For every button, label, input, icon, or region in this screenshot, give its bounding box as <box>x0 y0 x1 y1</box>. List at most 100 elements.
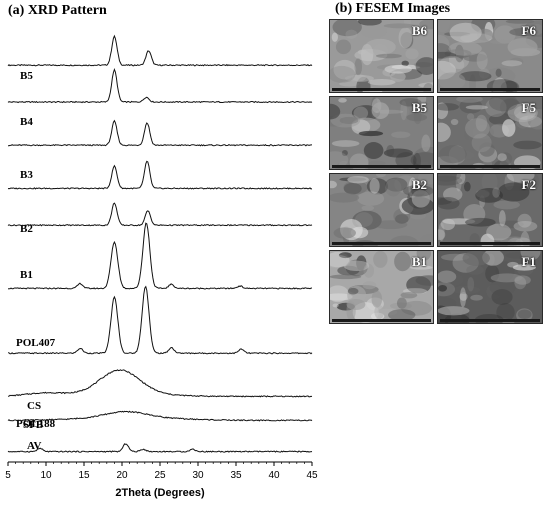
series-line-b1 <box>7 202 313 227</box>
texture-blob <box>400 291 418 299</box>
texture-blob <box>475 188 503 203</box>
scale-bar <box>440 165 540 168</box>
texture-blob <box>494 25 516 44</box>
texture-blob <box>367 78 396 86</box>
texture-blob <box>412 295 433 310</box>
fesem-texture <box>330 251 433 323</box>
xrd-panel-title: (a) XRD Pattern <box>8 3 107 18</box>
texture-blob <box>371 290 383 308</box>
texture-blob <box>333 227 356 239</box>
texture-blob <box>338 252 352 259</box>
texture-blob <box>344 74 374 82</box>
series-line-b4 <box>7 67 313 104</box>
fesem-image-label: B1 <box>411 254 427 269</box>
texture-blob <box>371 102 390 119</box>
texture-blob <box>363 142 384 159</box>
fesem-image-b5: B5 <box>329 96 434 170</box>
x-tick-label: 30 <box>192 470 204 481</box>
texture-blob <box>467 277 475 292</box>
series-label-b4: B4 <box>20 116 33 128</box>
texture-blob <box>374 305 385 319</box>
texture-blob <box>416 251 431 261</box>
texture-blob <box>469 74 476 92</box>
texture-blob <box>360 43 374 66</box>
texture-blob <box>448 41 482 56</box>
series-line-sfb <box>7 410 313 422</box>
texture-blob <box>438 51 457 59</box>
series-label-b5: B5 <box>20 70 33 82</box>
texture-blob <box>452 285 481 295</box>
texture-blob <box>410 152 433 169</box>
texture-blob <box>450 118 459 126</box>
texture-blob <box>438 197 452 205</box>
x-tick-label: 20 <box>116 470 128 481</box>
fesem-image-label: B6 <box>411 23 427 38</box>
texture-blob <box>332 20 362 37</box>
texture-blob <box>465 118 490 139</box>
texture-blob <box>358 130 384 137</box>
texture-blob <box>520 251 541 261</box>
texture-blob <box>420 234 433 243</box>
texture-blob <box>456 97 483 103</box>
texture-blob <box>401 60 409 67</box>
texture-blob <box>339 81 360 87</box>
fesem-image-label: F2 <box>521 177 536 192</box>
texture-blob <box>382 68 396 77</box>
texture-blob <box>409 182 433 195</box>
texture-blob <box>330 103 341 120</box>
fesem-image-grid: B6 F6 B5 F5 B2 F2 B1 F1 <box>329 19 543 325</box>
texture-blob <box>438 284 448 292</box>
fesem-image-b2: B2 <box>329 173 434 247</box>
texture-blob <box>369 178 380 194</box>
texture-blob <box>330 113 361 128</box>
texture-blob <box>415 275 433 286</box>
texture-blob <box>443 187 463 202</box>
x-tick-label: 10 <box>40 470 52 481</box>
texture-blob <box>357 49 366 55</box>
texture-blob <box>493 200 520 210</box>
texture-blob <box>438 20 451 33</box>
fesem-image-b1: B1 <box>329 250 434 324</box>
texture-blob <box>361 205 375 211</box>
texture-blob <box>507 38 538 57</box>
series-label-pol188: POL188 <box>16 418 56 430</box>
texture-blob <box>438 174 461 182</box>
texture-blob <box>333 59 357 80</box>
texture-blob <box>394 251 412 272</box>
series-label-b3: B3 <box>20 169 33 181</box>
series-line-pol407 <box>7 222 313 290</box>
fesem-image-label: F6 <box>521 23 536 38</box>
series-label-av: AV <box>27 440 42 452</box>
fesem-image-f6: F6 <box>437 19 543 93</box>
texture-blob <box>505 20 535 24</box>
texture-blob <box>513 220 538 232</box>
fesem-image-label: F5 <box>521 100 536 115</box>
texture-blob <box>357 191 385 206</box>
x-axis-label: 2Theta (Degrees) <box>115 487 205 499</box>
texture-blob <box>484 67 516 85</box>
texture-blob <box>351 119 371 135</box>
texture-blob <box>491 289 513 305</box>
texture-blob <box>438 43 452 60</box>
texture-blob <box>506 174 535 183</box>
texture-blob <box>341 150 348 157</box>
texture-blob <box>417 97 427 106</box>
texture-blob <box>375 174 386 178</box>
texture-blob <box>330 180 337 189</box>
x-tick-label: 15 <box>78 470 90 481</box>
xrd-chart: 5 10 15 20 25 30 35 40 45 2Theta (Degrees) B5 B4 B3 B… <box>5 34 318 499</box>
texture-blob <box>505 251 535 259</box>
texture-blob <box>330 274 362 280</box>
x-tick-label: 40 <box>268 470 280 481</box>
texture-blob <box>479 142 495 157</box>
texture-blob <box>362 281 377 290</box>
fesem-image-b6: B6 <box>329 19 434 93</box>
texture-blob <box>466 113 475 121</box>
texture-blob <box>358 20 382 26</box>
fesem-image-f2: F2 <box>437 173 543 247</box>
texture-blob <box>331 140 360 147</box>
x-tick-label: 5 <box>5 470 11 481</box>
texture-blob <box>366 178 389 195</box>
texture-blob <box>517 309 532 320</box>
scale-bar <box>440 88 540 91</box>
